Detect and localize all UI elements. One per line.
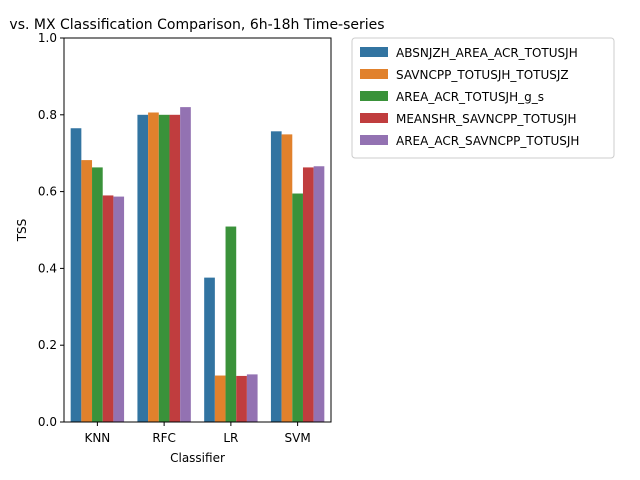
legend-swatch-4 [360,113,388,123]
x-tick-label-svm: SVM [285,431,311,445]
bar-rfc-series-4 [169,114,181,423]
bar-rfc-series-3 [158,114,170,423]
x-tick-label-knn: KNN [84,431,110,445]
bars-group [70,107,325,423]
bar-knn-series-4 [102,195,114,422]
y-tick-label: 0.4 [38,261,57,275]
x-tick-label-lr: LR [223,431,238,445]
bar-svm-series-1 [270,131,282,422]
bar-rfc-series-2 [148,112,159,422]
legend-label-1: ABSNJZH_AREA_ACR_TOTUSJH [396,46,578,60]
x-axis-label: Classifier [170,451,225,465]
bar-knn-series-1 [70,128,82,423]
x-tick-label-rfc: RFC [152,431,176,445]
plot-frame [63,37,332,423]
bar-rfc-series-1 [137,114,149,423]
bar-lr-series-4 [236,375,247,422]
legend-label-3: AREA_ACR_TOTUSJH_g_s [396,90,544,104]
legend-swatch-2 [360,69,388,79]
y-tick-label: 0.0 [38,415,57,429]
legend-swatch-1 [360,47,388,57]
bar-svm-series-2 [281,134,293,422]
legend-swatch-3 [360,91,388,101]
bar-lr-series-2 [214,375,226,422]
y-axis: 0.0 0.2 0.4 0.6 0.8 1.0 [38,31,64,429]
y-axis-label: TSS [15,219,29,243]
bar-svm-series-3 [292,193,303,422]
y-tick-label: 0.8 [38,108,57,122]
bar-lr-series-5 [246,374,258,422]
bar-knn-series-3 [92,167,103,422]
legend-label-4: MEANSHR_SAVNCPP_TOTUSJH [396,112,577,126]
chart-title: vs. MX Classification Comparison, 6h-18h… [9,17,384,33]
bar-svm-series-4 [302,167,314,422]
bar-lr-series-3 [225,226,237,422]
bar-lr-series-1 [204,277,215,422]
bar-svm-series-5 [313,166,325,422]
bar-rfc-series-5 [180,107,191,423]
bar-knn-series-5 [113,196,125,422]
legend-label-5: AREA_ACR_SAVNCPP_TOTUSJH [396,134,579,148]
legend: ABSNJZH_AREA_ACR_TOTUSJH SAVNCPP_TOTUSJH_… [351,37,615,159]
y-tick-label: 0.2 [38,338,57,352]
x-axis: KNN RFC LR SVM [84,422,311,445]
legend-frame [351,37,615,159]
legend-label-2: SAVNCPP_TOTUSJH_TOTUSJZ [396,68,569,82]
y-tick-label: 0.6 [38,185,57,199]
bar-knn-series-2 [81,160,93,423]
legend-swatch-5 [360,135,388,145]
y-tick-label: 1.0 [38,31,57,45]
